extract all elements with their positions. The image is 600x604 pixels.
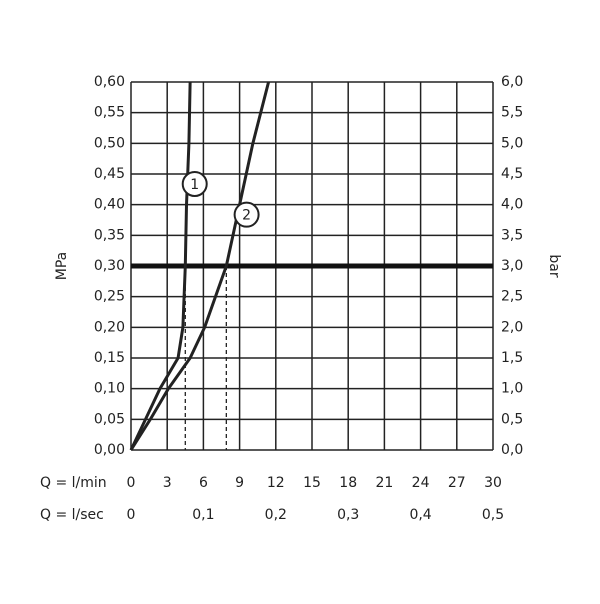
- x-tick-label: 6: [199, 475, 208, 491]
- y2-tick-label: 4,0: [501, 197, 523, 213]
- line: [129, 81, 271, 451]
- y-tick-label: 0,30: [94, 258, 125, 274]
- x-tick-label: 9: [235, 475, 244, 491]
- y2-tick-label: 3,0: [501, 258, 523, 274]
- y-tick-label: 0,40: [94, 197, 125, 213]
- x2-axis-label: Q = l/sec: [40, 507, 104, 523]
- y-tick-label: 0,50: [94, 135, 125, 151]
- y2-tick-label: 3,5: [501, 227, 523, 243]
- x-tick-label: 18: [339, 475, 357, 491]
- y2-tick-label: 1,0: [501, 381, 523, 397]
- y-axis-label: MPa: [54, 252, 70, 280]
- line: [129, 81, 192, 451]
- x-tick-label: 15: [303, 475, 321, 491]
- x-axis-label: Q = l/min: [40, 475, 107, 491]
- x2-tick-label: 0: [127, 507, 136, 523]
- x-tick-label: 12: [267, 475, 285, 491]
- x-tick-label: 24: [412, 475, 430, 491]
- y-tick-label: 0,55: [94, 105, 125, 121]
- x-tick-label: 21: [375, 475, 393, 491]
- x-tick-label: 30: [484, 475, 502, 491]
- y-tick-label: 0,05: [94, 411, 125, 427]
- y2-tick-label: 2,0: [501, 319, 523, 335]
- y2-tick-label: 0,5: [501, 411, 523, 427]
- x2-tick-label: 0,1: [192, 507, 214, 523]
- y2-tick-label: 0,0: [501, 442, 523, 458]
- y2-tick-label: 1,5: [501, 350, 523, 366]
- y-tick-label: 0,35: [94, 227, 125, 243]
- series-label-circle: [181, 171, 208, 197]
- y-tick-label: 0,25: [94, 289, 125, 305]
- y-tick-label: 0,15: [94, 350, 125, 366]
- x2-tick-label: 0,5: [482, 507, 504, 523]
- y2-axis-label: bar: [546, 254, 562, 277]
- x2-tick-label: 0,2: [265, 507, 287, 523]
- x-tick-label: 27: [448, 475, 466, 491]
- x-tick-label: 0: [127, 475, 136, 491]
- series-label: 1: [190, 177, 199, 193]
- y-tick-label: 0,10: [94, 381, 125, 397]
- series-label-circle: [233, 201, 260, 228]
- y-tick-label: 0,00: [94, 442, 125, 458]
- x-tick-label: 3: [163, 475, 172, 491]
- y2-tick-label: 5,5: [501, 105, 523, 121]
- y2-tick-label: 2,5: [501, 289, 523, 305]
- y-tick-label: 0,45: [94, 166, 125, 182]
- y-tick-label: 0,20: [94, 319, 125, 335]
- series-label: 2: [242, 208, 251, 224]
- x2-tick-label: 0,3: [337, 507, 359, 523]
- y2-tick-label: 6,0: [501, 74, 523, 90]
- x2-tick-label: 0,4: [409, 507, 431, 523]
- y2-tick-label: 5,0: [501, 135, 523, 151]
- y2-tick-label: 4,5: [501, 166, 523, 182]
- y-tick-label: 0,60: [94, 74, 125, 90]
